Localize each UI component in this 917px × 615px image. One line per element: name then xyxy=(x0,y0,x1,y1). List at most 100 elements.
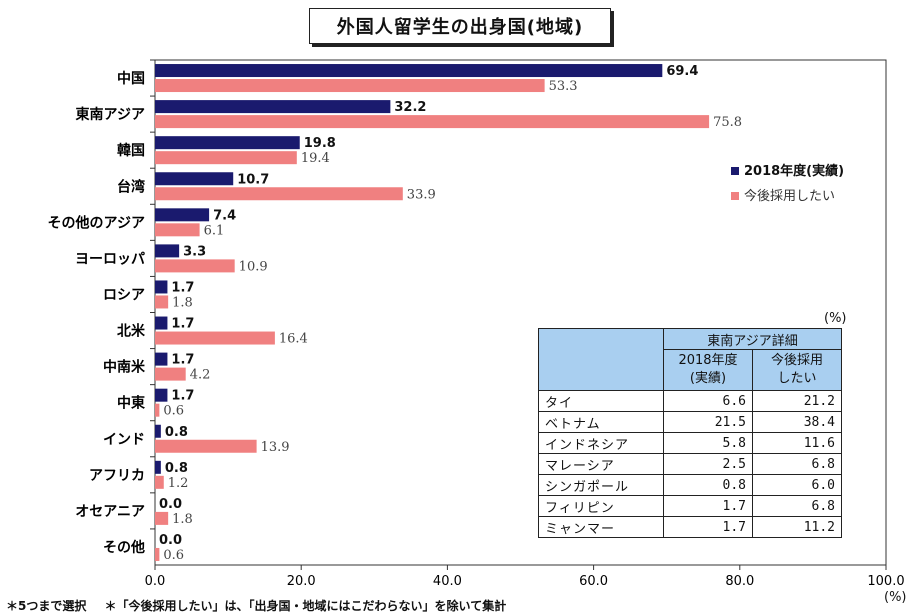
table-row: フィリピン 1.7 6.8 xyxy=(538,495,842,517)
table-row: インドネシア 5.8 11.6 xyxy=(538,432,842,454)
bar-2018 xyxy=(155,424,161,438)
bar-future xyxy=(155,79,545,93)
bar-future xyxy=(155,295,169,309)
data-label: 4.2 xyxy=(190,368,211,383)
bar-future xyxy=(155,115,710,129)
data-label: 0.0 xyxy=(159,497,182,512)
table-title: 東南アジア詳細 xyxy=(663,328,842,350)
data-label: 1.8 xyxy=(172,512,193,527)
table-unit-label: (%) xyxy=(824,311,847,326)
table-col-future: 今後採用 したい xyxy=(752,349,842,391)
table-cell-value: 6.6 xyxy=(663,390,753,412)
data-label: 10.9 xyxy=(239,259,268,274)
bar-2018 xyxy=(155,352,168,366)
data-label: 3.3 xyxy=(183,244,206,259)
data-label: 0.0 xyxy=(159,533,182,548)
table-cell-value: 6.8 xyxy=(752,453,842,475)
x-tick-label: 80.0 xyxy=(725,574,754,589)
bar-2018 xyxy=(155,244,180,258)
data-label: 6.1 xyxy=(204,223,225,238)
category-label: ロシア xyxy=(103,287,145,303)
bar-future xyxy=(155,475,164,489)
table-cell-value: 5.8 xyxy=(663,432,753,454)
bar-2018 xyxy=(155,64,663,78)
table-corner xyxy=(538,328,664,391)
category-label: オセアニア xyxy=(75,504,145,520)
data-label: 10.7 xyxy=(237,172,269,187)
category-label: 中東 xyxy=(117,395,145,412)
table-cell-value: 1.7 xyxy=(663,516,753,538)
category-label: 中国 xyxy=(117,70,145,87)
category-label: 韓国 xyxy=(117,142,145,159)
bar-2018 xyxy=(155,208,210,222)
x-tick-label: 60.0 xyxy=(579,574,608,589)
table-row: タイ 6.6 21.2 xyxy=(538,390,842,412)
bar-2018 xyxy=(155,280,168,294)
bar-2018 xyxy=(155,316,168,330)
table-cell-country: ベトナム xyxy=(538,411,664,433)
southeast-asia-detail-table: 東南アジア詳細 2018年度 (実績) 今後採用 したい タイ 6.6 21.2 ベト… xyxy=(538,328,842,538)
category-label: 北米 xyxy=(117,323,146,340)
table-cell-country: フィリピン xyxy=(538,495,664,517)
bar-2018 xyxy=(155,136,300,150)
chart-title: 外国人留学生の出身国(地域) xyxy=(309,8,611,44)
data-label: 0.6 xyxy=(163,548,184,563)
category-label: その他 xyxy=(103,539,145,556)
data-label: 1.2 xyxy=(168,476,189,491)
data-label: 75.8 xyxy=(713,115,742,130)
data-label: 7.4 xyxy=(213,208,236,223)
bar-future xyxy=(155,259,235,273)
x-tick-label: 20.0 xyxy=(287,574,316,589)
legend-label: 今後採用したい xyxy=(744,188,835,204)
table-row: ベトナム 21.5 38.4 xyxy=(538,411,842,433)
category-label: アフリカ xyxy=(89,468,145,484)
data-label: 32.2 xyxy=(394,100,426,115)
data-label: 53.3 xyxy=(549,79,578,94)
footnote-2: ＊「今後採用したい」は、「出身国・地域にはこだわらない」を除いて集計 xyxy=(104,599,507,613)
category-label: その他のアジア xyxy=(48,214,145,231)
table-row: マレーシア 2.5 6.8 xyxy=(538,453,842,475)
legend-swatch xyxy=(731,192,739,200)
table-cell-country: インドネシア xyxy=(538,432,664,454)
category-label: 中南米 xyxy=(103,359,146,376)
category-label: 東南アジア xyxy=(76,106,145,123)
category-label: インド xyxy=(103,432,145,448)
legend-label: 2018年度(実績) xyxy=(744,163,844,179)
bar-future xyxy=(155,223,200,237)
footnotes: ＊5つまで選択 ＊「今後採用したい」は、「出身国・地域にはこだわらない」を除いて… xyxy=(6,597,520,614)
table-col-2018: 2018年度 (実績) xyxy=(663,349,753,391)
bar-future xyxy=(155,547,160,561)
table-cell-country: マレーシア xyxy=(538,453,664,475)
data-label: 19.4 xyxy=(301,151,330,166)
data-label: 1.7 xyxy=(171,389,194,404)
bar-2018 xyxy=(155,172,234,186)
table-cell-value: 0.8 xyxy=(663,474,753,496)
data-label: 0.6 xyxy=(163,404,184,419)
table-cell-value: 2.5 xyxy=(663,453,753,475)
bar-2018 xyxy=(155,100,391,114)
bar-2018 xyxy=(155,388,168,402)
footnote-1: ＊5つまで選択 xyxy=(6,599,87,613)
table-cell-value: 6.8 xyxy=(752,495,842,517)
table-row: シンガポール 0.8 6.0 xyxy=(538,474,842,496)
data-label: 33.9 xyxy=(407,187,436,202)
bar-future xyxy=(155,187,403,201)
table-row: ミャンマー 1.7 11.2 xyxy=(538,516,842,538)
x-tick-label: 40.0 xyxy=(433,574,462,589)
data-label: 0.8 xyxy=(165,461,188,476)
category-label: ヨーロッパ xyxy=(75,251,145,267)
bar-2018 xyxy=(155,460,161,474)
table-cell-country: タイ xyxy=(538,390,664,412)
data-label: 1.7 xyxy=(171,353,194,368)
x-axis-unit: (%) xyxy=(884,590,907,605)
table-cell-value: 11.6 xyxy=(752,432,842,454)
table-body: タイ 6.6 21.2 ベトナム 21.5 38.4 インドネシア 5.8 11.6 マレーシア 2… xyxy=(538,390,842,538)
category-label: 台湾 xyxy=(117,178,145,195)
table-cell-country: ミャンマー xyxy=(538,516,664,538)
data-label: 1.7 xyxy=(171,317,194,332)
bar-future xyxy=(155,403,160,417)
bar-future xyxy=(155,367,186,381)
table-cell-value: 1.7 xyxy=(663,495,753,517)
data-label: 13.9 xyxy=(261,440,290,455)
bar-future xyxy=(155,331,275,345)
